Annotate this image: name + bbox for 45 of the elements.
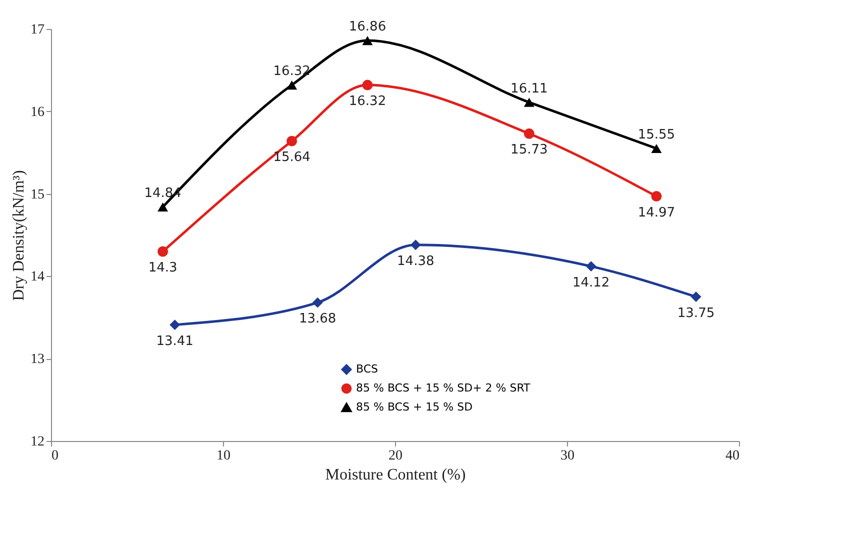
data-label: 16.11 <box>510 81 548 96</box>
data-label: 13.68 <box>298 312 336 327</box>
x-tick-label: 10 <box>216 448 230 464</box>
data-label: 14.38 <box>397 254 434 269</box>
data-label: 13.41 <box>156 334 194 349</box>
point <box>410 240 421 250</box>
legend-label: BCS <box>356 362 378 376</box>
point <box>651 191 662 202</box>
point <box>170 320 180 330</box>
data-label: 16.32 <box>348 94 386 110</box>
data-label: 15.73 <box>510 142 548 158</box>
x-tick-label: 30 <box>560 448 574 464</box>
y-tick-label: 16 <box>30 104 44 120</box>
y-tick-label: 17 <box>30 22 44 38</box>
x-axis-title: Moisture Content (%) <box>325 466 466 484</box>
point <box>362 80 373 90</box>
data-label: 15.64 <box>273 150 310 166</box>
data-label: 15.55 <box>638 127 676 142</box>
legend-label: 85 % BCS + 15 % SD <box>356 400 473 414</box>
point <box>286 80 298 90</box>
point <box>158 202 168 212</box>
x-tick-label: 40 <box>726 448 740 464</box>
x-tick-label: 0 <box>52 448 58 464</box>
point <box>312 297 323 308</box>
data-label: 16.86 <box>348 20 386 35</box>
data-label: 16.32 <box>273 64 310 80</box>
data-label: 14.97 <box>638 205 676 220</box>
point <box>651 144 662 154</box>
point <box>286 136 298 146</box>
data-label: 14.12 <box>572 275 610 290</box>
point <box>524 128 534 139</box>
y-tick-label: 14 <box>30 270 44 285</box>
point <box>524 98 534 107</box>
data-label: 13.75 <box>677 306 715 321</box>
y-tick-label: 12 <box>30 434 44 450</box>
x-tick-label: 20 <box>388 448 402 464</box>
point <box>158 246 168 257</box>
y-tick-label: 15 <box>30 187 44 202</box>
point <box>690 292 702 302</box>
point <box>362 36 373 46</box>
point <box>586 261 596 272</box>
data-label: 14.3 <box>148 260 178 276</box>
y-tick-label: 13 <box>30 352 44 368</box>
legend-label: 85 % BCS + 15 % SD+ 2 % SRT <box>356 382 531 394</box>
y-axis-title: Dry Density(kN/m³) <box>10 170 28 301</box>
